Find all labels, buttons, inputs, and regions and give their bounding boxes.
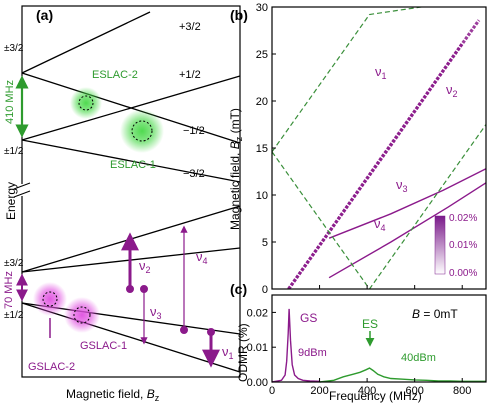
- panel-b-plot-area: 0 5 10 15 20 25 30: [256, 2, 487, 296]
- panel-b: 0 5 10 15 20 25 30 (b) Magnetic field, Bz (mT)…: [228, 2, 487, 296]
- panel-b-line-ν3: [328, 168, 486, 239]
- panel-c-ytick-label-0.02: 0.02: [247, 307, 268, 319]
- eslac1-marker: [131, 120, 153, 142]
- panel-b-ytick-label-5: 5: [262, 237, 268, 249]
- gs-label-left-bottom: ±1/2: [4, 310, 24, 321]
- es-levels: [21, 11, 241, 183]
- panel-b-line-ν4: [328, 182, 486, 279]
- eslac1-label: ESLAC-1: [110, 159, 156, 171]
- colorbar-tick-high: 0.02%: [449, 213, 477, 224]
- panel-b-series: [272, 7, 486, 289]
- es-level-minus-1-2: [21, 72, 241, 144]
- colorbar-tick-mid: 0.01%: [449, 240, 477, 251]
- panel-b-nu2-label: ν2: [446, 82, 458, 99]
- panel-b-ytick-label-20: 20: [256, 96, 268, 108]
- es-level-minus-3-2: [21, 139, 241, 183]
- transition-nu3-label: ν3: [150, 304, 162, 321]
- panel-b-label: (b): [230, 7, 248, 23]
- panel-b-dashed-line-4: [272, 124, 486, 289]
- gs-label-left-top: ±3/2: [4, 258, 24, 269]
- es-label-plus-1-2: +1/2: [179, 69, 201, 81]
- panel-c-label: (c): [230, 281, 247, 297]
- es-power-label: 40dBm: [401, 352, 436, 364]
- es-label-plus-3-2: +3/2: [179, 21, 201, 33]
- panel-c-condition: B = 0mT: [412, 307, 458, 321]
- panel-c-xtick-label-0: 0: [269, 385, 275, 397]
- transition-nu1-label: ν1: [222, 344, 234, 361]
- panel-b-ytick-label-10: 10: [256, 190, 268, 202]
- transition-dot-2: [140, 285, 148, 293]
- es-level-plus-3-2: [21, 11, 151, 74]
- eslac2-label: ESLAC-2: [92, 69, 138, 81]
- panel-c-series-1: [319, 367, 486, 383]
- transition-dot-4: [207, 328, 215, 336]
- panel-c-xtick-label-200: 200: [310, 385, 328, 397]
- panel-a-y-label: Energy: [4, 182, 18, 220]
- panel-c-series-0: [271, 308, 320, 383]
- eslac1-glow: [120, 109, 164, 153]
- eslac2-marker: [78, 95, 94, 111]
- panel-a-frame: [21, 5, 241, 378]
- energy-axis-break: [13, 182, 31, 198]
- gslac1-glow: [64, 297, 100, 333]
- gs-power-label: 9dBm: [298, 347, 327, 359]
- eslac2-glow: [70, 87, 102, 119]
- gs-peak-label: GS: [300, 311, 317, 325]
- panel-b-ytick-label-0: 0: [262, 284, 268, 296]
- gslac2-marker: [42, 291, 58, 307]
- panel-b-ytick-label-30: 30: [256, 2, 268, 14]
- transition-arrows: [121, 225, 220, 368]
- panel-c-ytick-label-0.01: 0.01: [247, 342, 268, 354]
- colorbar: [434, 215, 446, 275]
- es-label-left-bottom: ±1/2: [4, 146, 24, 157]
- panel-a-label: (a): [36, 7, 53, 23]
- panel-b-ytick-label-15: 15: [256, 143, 268, 155]
- es-label-minus-3-2: −3/2: [183, 168, 205, 180]
- panel-c-frame: [271, 294, 487, 383]
- es-label-minus-1-2: −1/2: [183, 125, 205, 137]
- transition-dot-3: [180, 326, 188, 334]
- panel-c-xtick-label-800: 800: [453, 385, 471, 397]
- es-peak-label: ES: [362, 317, 378, 331]
- colorbar-tick-low: 0.00%: [449, 268, 477, 279]
- panel-c: 0.00 0.01 0.02 0 200 400 600 800 (c) ODMR (%) F…: [230, 281, 487, 403]
- es-label-left-top: ±3/2: [4, 43, 24, 54]
- panel-b-nu4-label: ν4: [374, 216, 386, 233]
- panel-b-y-label: Magnetic field, Bz (mT): [228, 108, 244, 230]
- panel-b-line-ν2: [287, 19, 481, 289]
- panel-c-ytick-label-0: 0.00: [247, 377, 268, 389]
- panel-c-plot-area: 0.00 0.01 0.02 0 200 400 600 800: [247, 294, 487, 397]
- panel-a-x-label: Magnetic field, Bz: [66, 387, 160, 403]
- panel-b-nu3-label: ν3: [396, 177, 408, 194]
- panel-c-y-label: ODMR (%): [236, 323, 250, 382]
- panel-c-xtick-label-600: 600: [405, 385, 423, 397]
- panel-a: (a) ±3/2 ±1/2 +3/2 +1/2 −1/2 −3/2 410 MH…: [3, 5, 241, 403]
- transition-dot-1: [126, 285, 134, 293]
- es-splitting-label: 410 MHz: [4, 80, 16, 124]
- gslac2-label: GSLAC-2: [28, 361, 75, 373]
- panel-c-xtick-label-400: 400: [358, 385, 376, 397]
- gslac1-label: GSLAC-1: [80, 340, 127, 352]
- gslac1-marker: [73, 306, 91, 324]
- transition-nu2-label: ν2: [139, 258, 151, 275]
- panel-c-x-label: Frequency (MHz): [329, 389, 422, 403]
- transition-nu4-label: ν4: [196, 249, 208, 266]
- gslac2-glow: [33, 282, 67, 316]
- panel-b-nu1-label: ν1: [375, 64, 387, 81]
- panel-b-ytick-label-25: 25: [256, 49, 268, 61]
- gs-splitting-label: 70 MHz: [3, 271, 15, 309]
- panel-b-dashed-line-5: [272, 7, 426, 153]
